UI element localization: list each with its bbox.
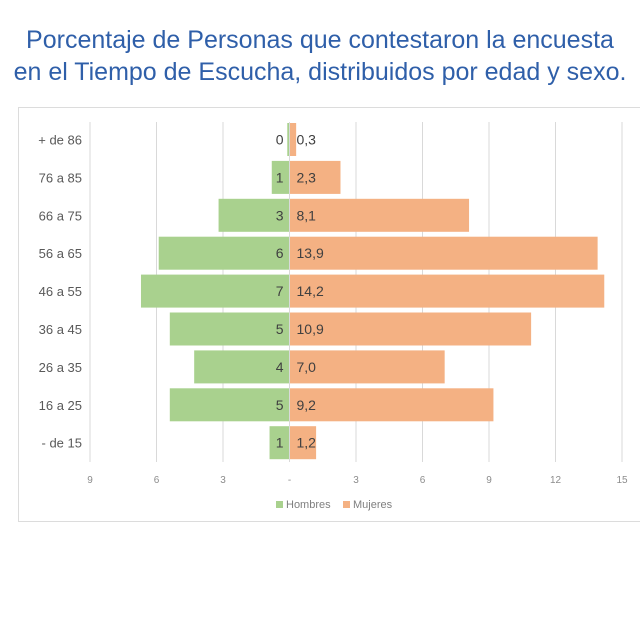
x-tick-label: 6 bbox=[154, 475, 160, 486]
category-label: 66 a 75 bbox=[39, 208, 82, 223]
data-label-hombres: 1 bbox=[276, 169, 284, 185]
data-label-hombres: 3 bbox=[276, 207, 284, 223]
bar-mujeres bbox=[289, 160, 341, 194]
data-label-mujeres: 2,3 bbox=[297, 169, 317, 185]
bar-mujeres bbox=[289, 123, 297, 156]
legend-swatch-mujeres bbox=[343, 501, 350, 508]
bar-hombres bbox=[169, 388, 290, 422]
category-label: 46 a 55 bbox=[39, 284, 82, 299]
data-label-mujeres: 7,0 bbox=[297, 359, 317, 375]
category-label: - de 15 bbox=[42, 436, 82, 451]
category-label: + de 86 bbox=[38, 133, 82, 148]
x-tick-label: 6 bbox=[420, 475, 426, 486]
bar-hombres bbox=[271, 160, 290, 194]
data-label-mujeres: 1,2 bbox=[297, 435, 317, 451]
x-tick-label: - bbox=[288, 475, 291, 486]
data-label-mujeres: 8,1 bbox=[297, 207, 317, 223]
legend-label-mujeres: Mujeres bbox=[353, 499, 393, 511]
bar-hombres bbox=[158, 236, 290, 270]
category-label: 56 a 65 bbox=[39, 246, 82, 261]
bar-hombres bbox=[140, 274, 290, 308]
category-label: 76 a 85 bbox=[39, 170, 82, 185]
category-label: 36 a 45 bbox=[39, 322, 82, 337]
data-label-mujeres: 0,3 bbox=[297, 132, 317, 148]
bar-mujeres bbox=[289, 388, 494, 422]
bar-hombres bbox=[169, 312, 290, 346]
data-label-hombres: 0 bbox=[276, 132, 284, 148]
bar-mujeres bbox=[289, 236, 598, 270]
data-label-mujeres: 14,2 bbox=[297, 283, 324, 299]
data-label-mujeres: 9,2 bbox=[297, 397, 317, 413]
x-tick-label: 9 bbox=[87, 475, 93, 486]
legend-swatch-hombres bbox=[276, 501, 283, 508]
data-label-mujeres: 13,9 bbox=[297, 245, 324, 261]
bar-hombres bbox=[194, 350, 290, 384]
bar-mujeres bbox=[289, 312, 532, 346]
bar-hombres bbox=[287, 123, 290, 156]
bar-mujeres bbox=[289, 426, 317, 460]
data-label-hombres: 4 bbox=[276, 359, 284, 375]
bar-mujeres bbox=[289, 274, 605, 308]
bar-hombres bbox=[218, 198, 290, 232]
bar-mujeres bbox=[289, 198, 470, 232]
data-label-hombres: 5 bbox=[276, 397, 284, 413]
chart-title-line-2: en el Tiempo de Escucha, distribuidos po… bbox=[13, 58, 627, 86]
bar-mujeres bbox=[289, 350, 445, 384]
data-label-hombres: 1 bbox=[276, 435, 284, 451]
category-label: 26 a 35 bbox=[39, 360, 82, 375]
x-tick-label: 12 bbox=[550, 475, 562, 486]
data-label-hombres: 6 bbox=[276, 245, 284, 261]
category-label: 16 a 25 bbox=[39, 398, 82, 413]
chart-frame bbox=[18, 107, 640, 522]
data-label-hombres: 5 bbox=[276, 321, 284, 337]
x-tick-label: 3 bbox=[353, 475, 359, 486]
x-tick-label: 15 bbox=[616, 475, 628, 486]
x-tick-label: 3 bbox=[220, 475, 226, 486]
legend-label-hombres: Hombres bbox=[286, 499, 331, 511]
bar-hombres bbox=[269, 426, 290, 460]
x-tick-label: 9 bbox=[486, 475, 492, 486]
chart-title-line-1: Porcentaje de Personas que contestaron l… bbox=[26, 26, 614, 54]
data-label-hombres: 7 bbox=[276, 283, 284, 299]
data-label-mujeres: 10,9 bbox=[297, 321, 324, 337]
